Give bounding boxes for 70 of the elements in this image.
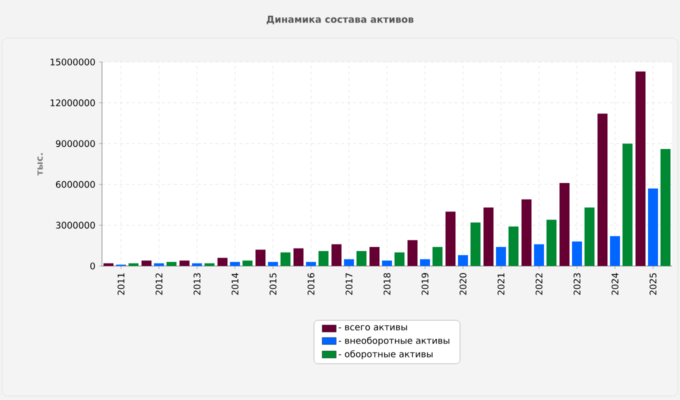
x-tick-label: 2014: [232, 273, 238, 295]
bar: [610, 236, 620, 266]
x-tick-label: 2013: [194, 273, 200, 295]
bar: [268, 262, 278, 266]
bar: [166, 262, 177, 266]
bar: [584, 208, 595, 266]
x-tick-label: 2015: [270, 273, 276, 295]
x-tick-label: 2021: [498, 273, 504, 295]
bar: [218, 258, 228, 266]
bar: [256, 250, 266, 266]
y-tick-label: 0: [90, 262, 95, 270]
x-tick-label: 2011: [118, 273, 124, 295]
bar: [484, 208, 494, 266]
bar: [622, 144, 633, 266]
bar: [332, 244, 342, 266]
bar: [446, 212, 456, 266]
bar: [344, 259, 354, 266]
x-tick-label: 2018: [384, 273, 390, 295]
y-tick-label: 9000000: [56, 140, 95, 147]
bar: [154, 263, 164, 266]
bar: [432, 246, 443, 266]
bar: [408, 240, 418, 266]
x-tick-label: 2025: [650, 273, 656, 295]
bar: [294, 248, 304, 266]
bar: [572, 242, 582, 266]
bar: [242, 260, 253, 266]
bar: [560, 183, 570, 266]
bar: [382, 260, 392, 266]
bar: [508, 226, 519, 266]
bar: [370, 246, 380, 266]
bar: [280, 252, 291, 266]
bar: [306, 262, 316, 266]
x-tick-label: 2024: [612, 273, 618, 295]
y-axis-title: тыс.: [37, 153, 43, 176]
bar: [470, 222, 481, 266]
bar: [522, 199, 532, 266]
x-tick-label: 2022: [536, 273, 542, 295]
chart-title: Динамика состава активов: [266, 16, 414, 24]
bar: [420, 259, 430, 266]
bar: [230, 262, 240, 266]
legend-label: - всего активы: [338, 325, 407, 330]
legend-label: - внеоборотные активы: [338, 336, 450, 346]
x-tick-label: 2016: [308, 273, 314, 295]
bar: [142, 260, 152, 266]
x-tick-label: 2017: [346, 273, 352, 295]
bar: [598, 114, 608, 266]
bar: [318, 251, 329, 266]
bar: [356, 251, 367, 266]
bar: [104, 263, 114, 266]
x-tick-label: 2019: [422, 273, 428, 295]
bar: [660, 149, 671, 266]
bar: [394, 252, 405, 266]
bar: [128, 263, 139, 266]
bar: [458, 255, 468, 266]
y-tick-label: 15000000: [50, 58, 95, 66]
legend-label: - оборотные активы: [338, 350, 433, 360]
bar: [496, 246, 506, 266]
y-tick-label: 3000000: [56, 222, 95, 229]
x-tick-label: 2020: [460, 273, 466, 295]
bar: [534, 244, 544, 266]
y-tick-label: 6000000: [56, 180, 95, 188]
bar: [192, 263, 202, 266]
bar: [204, 263, 215, 266]
x-tick-label: 2023: [574, 273, 580, 295]
y-tick-label: 12000000: [50, 99, 95, 106]
bar: [636, 72, 646, 266]
bar: [648, 188, 658, 266]
bar: [546, 220, 557, 266]
bar: [180, 260, 190, 266]
x-tick-label: 2012: [156, 273, 162, 295]
